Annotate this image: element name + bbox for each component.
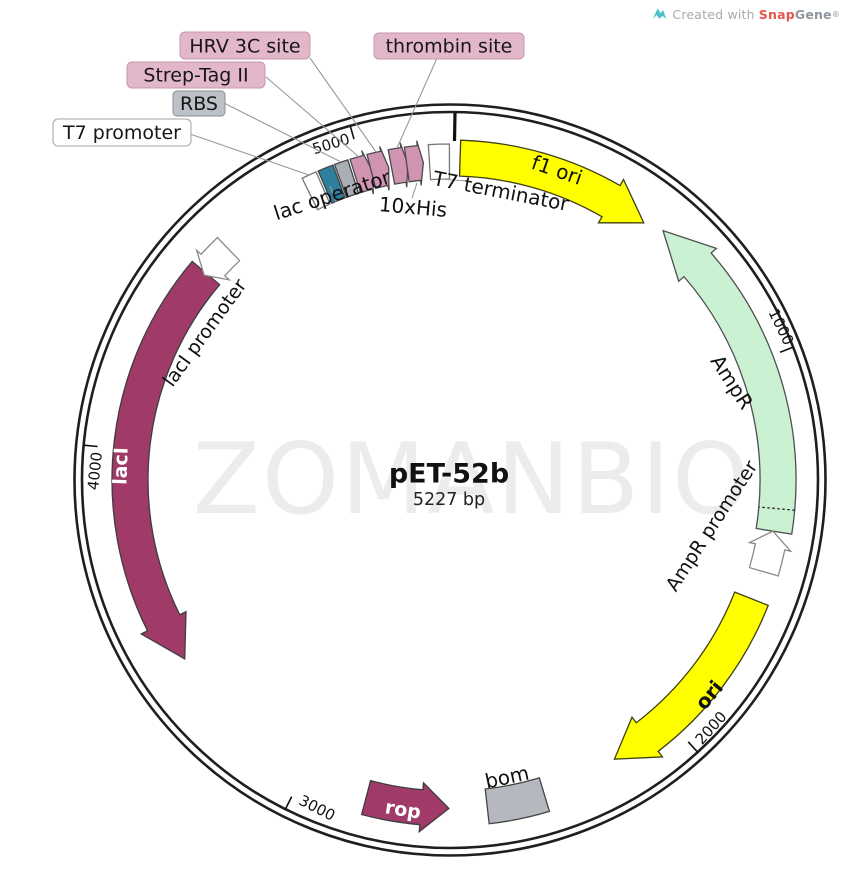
watermark-text: ZOMANBIO — [193, 423, 751, 537]
tick-3000 — [284, 796, 293, 810]
t7-terminator-feature[interactable] — [427, 143, 451, 181]
thrombin-callout-line — [396, 57, 438, 149]
tick-2000 — [687, 741, 699, 753]
his-tag-feature[interactable] — [403, 140, 425, 186]
callout-lines — [189, 57, 469, 203]
lac-operator-callout-line — [329, 185, 337, 203]
t7-promoter-pill-bg[interactable] — [52, 118, 192, 147]
ampr-feature[interactable] — [662, 229, 797, 535]
tick-label-4000: 4000 — [84, 451, 106, 491]
strep-tag-callout-line — [265, 76, 360, 158]
rop-feature[interactable] — [360, 779, 450, 834]
tick-label-3000: 3000 — [296, 791, 338, 824]
t7-promoter-feature[interactable] — [301, 171, 331, 211]
t7-promoter-pill-label[interactable]: T7 promoter — [62, 122, 181, 144]
plasmid-name: pET-52b — [389, 459, 509, 490]
lac-operator-feature[interactable] — [317, 164, 346, 204]
tick-4000 — [83, 444, 98, 448]
ori-feature[interactable] — [613, 591, 770, 760]
thrombin-pill-bg[interactable] — [373, 32, 525, 60]
rbs-pill[interactable]: RBS — [172, 90, 226, 117]
hrv-3c-pill-bg[interactable] — [179, 31, 311, 60]
backbone-outer-circle — [73, 103, 827, 857]
hrv-3c-pill[interactable]: HRV 3C site — [179, 31, 311, 60]
thrombin-feature[interactable] — [387, 142, 409, 188]
rbs-pill-label[interactable]: RBS — [180, 93, 218, 115]
origin-tick — [452, 112, 457, 142]
his-tag-label[interactable]: 10xHis — [378, 192, 448, 222]
strep-tag-pill-bg[interactable] — [126, 61, 266, 89]
t7-terminator-callout-line — [439, 178, 469, 182]
laci-label[interactable]: lacI — [109, 447, 132, 485]
rbs-pill-bg[interactable] — [172, 90, 226, 117]
plasmid-size: 5227 bp — [413, 490, 485, 510]
laci-feature[interactable] — [111, 260, 221, 661]
his-tag-callout-line — [411, 182, 418, 199]
rbs-callout-line — [223, 102, 342, 163]
hrv-3c-pill-label[interactable]: HRV 3C site — [189, 36, 300, 58]
strep-tag-feature[interactable] — [349, 150, 375, 195]
snapgene-credit: Created with Snap Gene ® — [652, 6, 840, 22]
t7-promoter-pill[interactable]: T7 promoter — [52, 118, 192, 147]
credit-brand-gene: Gene — [794, 6, 832, 22]
thrombin-pill-label[interactable]: thrombin site — [386, 36, 513, 58]
snapgene-logo-icon — [653, 8, 667, 19]
thrombin-pill[interactable]: thrombin site — [373, 32, 525, 60]
bom-feature[interactable] — [484, 777, 551, 825]
backbone-inner-circle — [80, 110, 820, 850]
ampr-segment-dotted-line — [758, 506, 795, 511]
ampr-promoter-feature[interactable] — [747, 530, 793, 577]
hrv-3c-callout-line — [309, 57, 377, 153]
hrv-3c-feature[interactable] — [366, 146, 390, 191]
strep-tag-pill-label[interactable]: Strep-Tag II — [143, 65, 248, 87]
credit-registered-mark: ® — [831, 9, 840, 19]
laci-promoter-feature[interactable] — [195, 236, 241, 281]
tick-5000 — [349, 125, 355, 140]
credit-prefix: Created with — [672, 6, 755, 22]
rbs-feature[interactable] — [333, 159, 360, 199]
f1-ori-feature[interactable] — [458, 139, 645, 224]
tick-label-5000: 5000 — [310, 130, 352, 158]
tick-1000 — [779, 346, 794, 353]
strep-tag-pill[interactable]: Strep-Tag II — [126, 61, 266, 89]
t7-promoter-callout-line — [189, 133, 310, 176]
credit-brand-snap: Snap — [758, 6, 795, 22]
